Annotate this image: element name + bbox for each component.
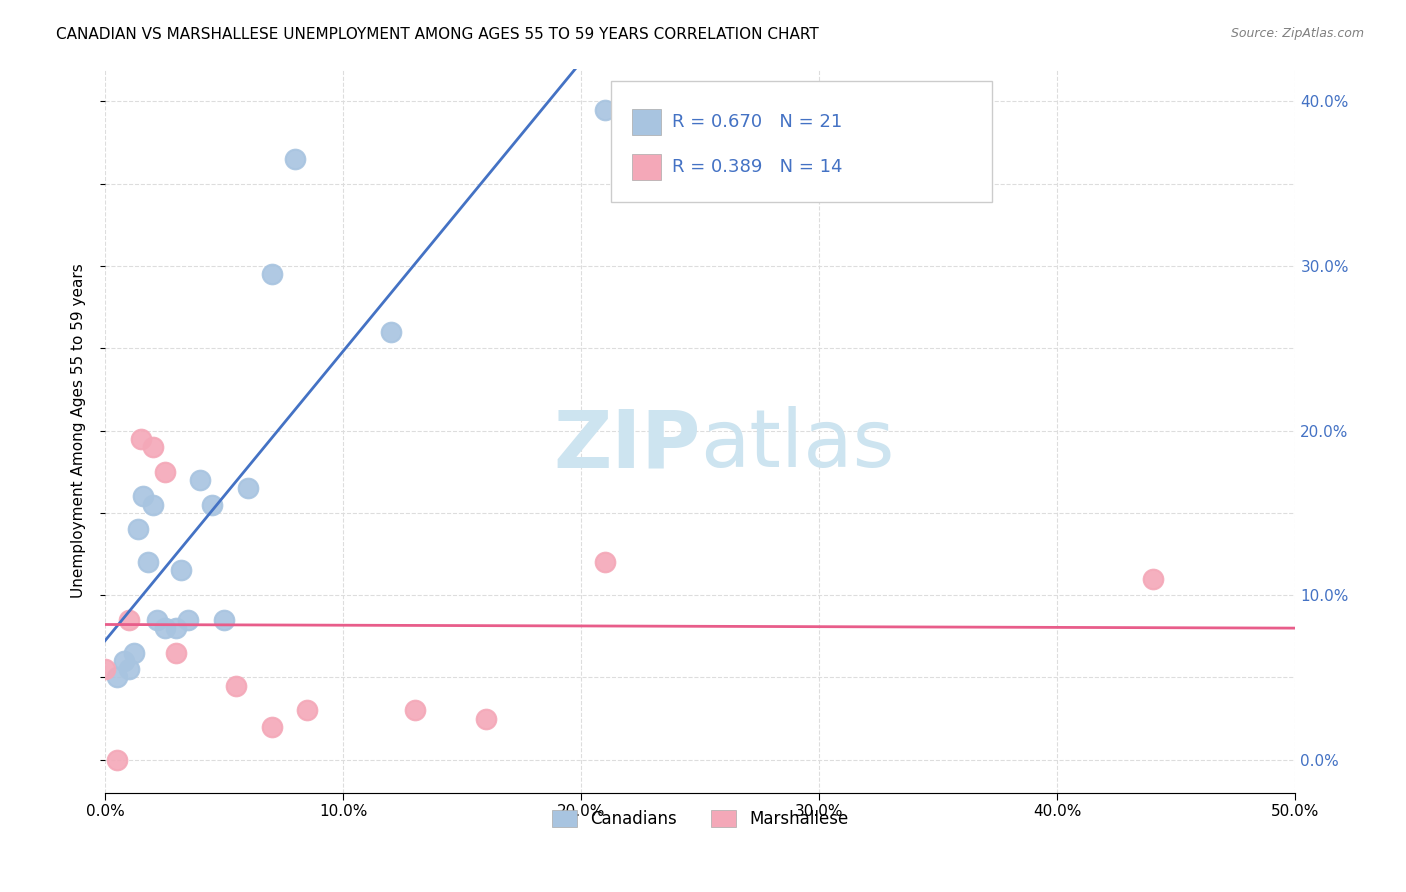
Point xyxy=(122,646,145,660)
Point xyxy=(112,654,135,668)
Point xyxy=(212,613,235,627)
Point xyxy=(1142,572,1164,586)
Point xyxy=(475,712,498,726)
Point xyxy=(236,481,259,495)
Point xyxy=(136,555,159,569)
Point xyxy=(177,613,200,627)
Point xyxy=(201,498,224,512)
Point xyxy=(94,662,117,676)
Point xyxy=(404,703,426,717)
Point xyxy=(297,703,319,717)
Point xyxy=(188,473,211,487)
Point xyxy=(165,621,187,635)
Point xyxy=(225,679,247,693)
Text: R = 0.389   N = 14: R = 0.389 N = 14 xyxy=(672,158,842,176)
Point xyxy=(129,432,152,446)
Text: ZIP: ZIP xyxy=(553,406,700,484)
Point xyxy=(153,465,176,479)
Point xyxy=(127,522,149,536)
Point xyxy=(118,613,141,627)
Point xyxy=(142,440,165,454)
FancyBboxPatch shape xyxy=(633,109,661,136)
Legend: Canadians, Marshallese: Canadians, Marshallese xyxy=(546,804,855,835)
Point xyxy=(593,103,616,117)
Point xyxy=(593,555,616,569)
Point xyxy=(284,152,307,166)
Point xyxy=(165,646,187,660)
Point xyxy=(260,267,283,281)
Text: CANADIAN VS MARSHALLESE UNEMPLOYMENT AMONG AGES 55 TO 59 YEARS CORRELATION CHART: CANADIAN VS MARSHALLESE UNEMPLOYMENT AMO… xyxy=(56,27,818,42)
Point xyxy=(132,490,155,504)
Y-axis label: Unemployment Among Ages 55 to 59 years: Unemployment Among Ages 55 to 59 years xyxy=(72,263,86,598)
FancyBboxPatch shape xyxy=(633,154,661,180)
Point xyxy=(118,662,141,676)
Point xyxy=(105,753,128,767)
Text: Source: ZipAtlas.com: Source: ZipAtlas.com xyxy=(1230,27,1364,40)
Point xyxy=(380,325,402,339)
Point xyxy=(153,621,176,635)
Text: R = 0.670   N = 21: R = 0.670 N = 21 xyxy=(672,113,842,131)
Point xyxy=(142,498,165,512)
Text: atlas: atlas xyxy=(700,406,894,484)
Point xyxy=(105,670,128,684)
Point xyxy=(146,613,169,627)
Point xyxy=(260,720,283,734)
Point xyxy=(170,564,193,578)
FancyBboxPatch shape xyxy=(612,81,991,202)
